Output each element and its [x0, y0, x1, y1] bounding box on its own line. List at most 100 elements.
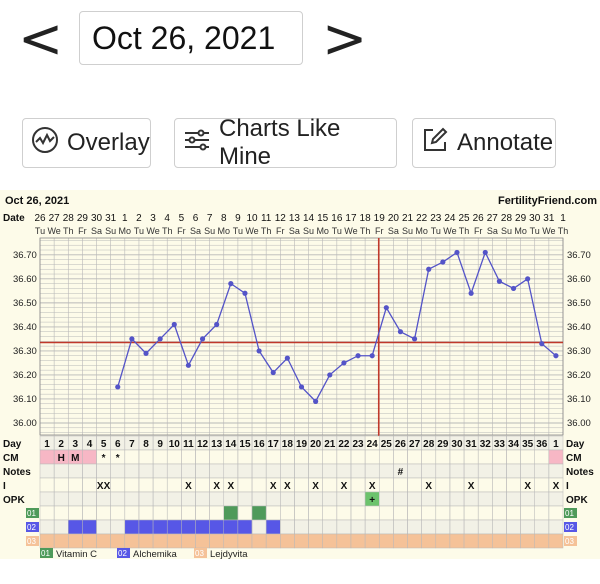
weekday-label: We	[542, 226, 555, 236]
i-cell-text: X	[553, 481, 560, 492]
table-cell-fill	[365, 436, 380, 450]
table-cell-fill	[68, 534, 83, 548]
table-cell-fill	[478, 534, 493, 548]
opk-cell-text: +	[369, 495, 375, 506]
weekday-label: We	[344, 226, 357, 236]
table-cell-fill	[379, 534, 394, 548]
table-cell-fill	[223, 520, 238, 534]
y-tick-label-left: 36.50	[13, 298, 37, 309]
table-cell-fill	[153, 534, 168, 548]
row-label-left: OPK	[3, 495, 25, 506]
date-label: 28	[501, 213, 513, 224]
day-cell-text: 13	[211, 439, 223, 450]
table-cell-fill	[181, 534, 196, 548]
table-cell-fill	[110, 534, 125, 548]
weekday-label: Fr	[177, 226, 186, 236]
fertility-chart: Oct 26, 2021 FertilityFriend.com Date 26 Tu 2…	[0, 190, 600, 579]
table-cell-fill	[449, 534, 465, 548]
annotate-button[interactable]: Annotate	[412, 118, 556, 168]
supplement-swatch-left	[26, 536, 39, 546]
weekday-label: Tu	[332, 226, 342, 236]
day-cell-text: 8	[143, 439, 149, 450]
supplement-code-right: 03	[565, 537, 574, 546]
weekday-label: Th	[558, 226, 569, 236]
date-label: 6	[193, 213, 199, 224]
weekday-label: Fr	[375, 226, 384, 236]
date-field[interactable]: Oct 26, 2021	[79, 11, 303, 65]
weekday-label: We	[245, 226, 258, 236]
date-label: 22	[416, 213, 428, 224]
day-cell-text: 3	[73, 439, 79, 450]
table-cell-fill	[40, 450, 55, 464]
table-row-background	[40, 464, 563, 478]
previous-date-button[interactable]: <	[18, 7, 64, 70]
weekday-label: Mo	[316, 226, 329, 236]
weekday-label: Th	[63, 226, 74, 236]
table-cell-fill	[266, 520, 281, 534]
table-cell-fill	[336, 534, 351, 548]
temperature-line	[117, 250, 557, 403]
date-label: 29	[77, 213, 89, 224]
table-cell-fill	[252, 506, 267, 520]
weekday-label: Th	[459, 226, 470, 236]
date-label: 30	[529, 213, 541, 224]
temperature-point	[426, 266, 432, 272]
notes-cell-text: #	[398, 467, 404, 478]
weekday-label: Sa	[289, 226, 300, 236]
i-cell-text: X	[468, 481, 475, 492]
overlay-label: Overlay	[67, 129, 150, 156]
edit-icon	[421, 126, 449, 161]
date-label: 20	[388, 213, 400, 224]
day-cell-text: 21	[324, 439, 336, 450]
weekday-label: Tu	[134, 226, 144, 236]
table-cell-fill	[195, 520, 210, 534]
y-tick-label-left: 36.60	[13, 274, 37, 285]
date-label: 27	[49, 213, 61, 224]
table-cell-fill	[280, 534, 295, 548]
weekday-label: We	[47, 226, 60, 236]
y-tick-label-right: 36.50	[567, 298, 591, 309]
date-label: 24	[444, 213, 456, 224]
day-cell-text: 36	[536, 439, 548, 450]
y-tick-label-right: 36.70	[567, 250, 591, 261]
weekday-label: Tu	[233, 226, 243, 236]
day-cell-text: 25	[381, 439, 393, 450]
supplement-swatch-right	[564, 536, 577, 546]
day-cell-text: 16	[254, 439, 266, 450]
day-cell-text: 18	[282, 439, 294, 450]
row-label-right: OPK	[566, 495, 588, 506]
weekday-label: Tu	[35, 226, 45, 236]
day-cell-text: 35	[522, 439, 534, 450]
table-cell-fill	[506, 534, 521, 548]
overlay-button[interactable]: Overlay	[22, 118, 151, 168]
day-cell-text: 14	[225, 439, 237, 450]
date-row-label: Date	[3, 213, 25, 224]
table-row-background	[40, 492, 563, 506]
table-cell-fill	[266, 534, 281, 548]
table-cell-fill	[54, 534, 69, 548]
weekday-label: Su	[303, 226, 314, 236]
charts-like-mine-button[interactable]: Charts Like Mine	[174, 115, 397, 170]
next-date-button[interactable]: >	[322, 7, 368, 70]
i-cell-text: X	[213, 481, 220, 492]
temperature-point	[143, 350, 149, 356]
temperature-point	[270, 369, 276, 376]
date-label: 27	[487, 213, 499, 224]
table-cell-fill	[209, 520, 224, 534]
table-cell	[548, 533, 564, 549]
legend-code: 02	[118, 549, 127, 558]
date-label: 9	[235, 213, 241, 224]
day-cell-text: 9	[157, 439, 163, 450]
table-cell-fill	[124, 534, 139, 548]
day-cell-text: 17	[268, 439, 280, 450]
temperature-point	[411, 336, 418, 342]
table-cell-fill	[153, 520, 168, 534]
annotate-label: Annotate	[457, 129, 554, 156]
legend-name: Lejdyvita	[210, 549, 248, 560]
table-cell-fill	[407, 534, 422, 548]
y-tick-label-left: 36.70	[13, 250, 37, 261]
temperature-point	[383, 305, 389, 311]
cm-cell-text: H	[58, 453, 65, 464]
date-label: 28	[63, 213, 75, 224]
table-cell-fill	[209, 534, 224, 548]
